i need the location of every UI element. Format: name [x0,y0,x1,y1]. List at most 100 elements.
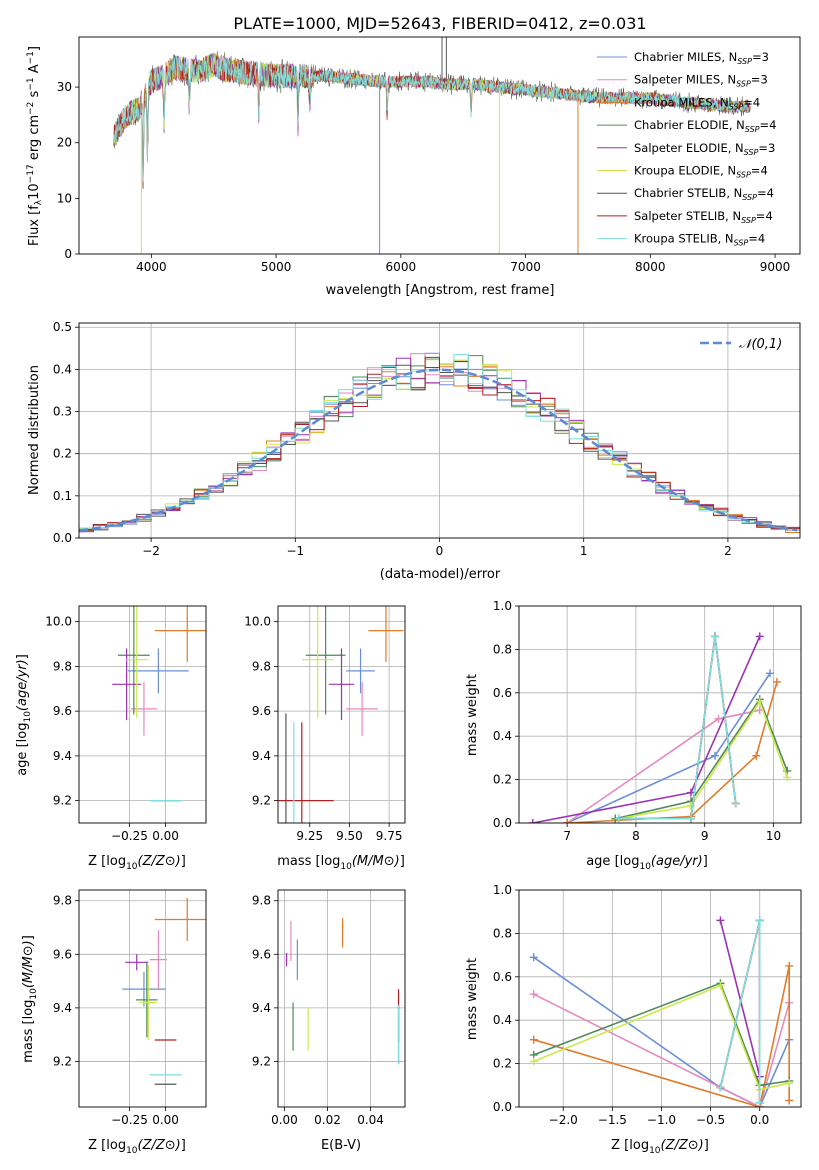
x-tick-label: −2.0 [549,1113,578,1127]
x-axis-label: wavelength [Angstrom, rest frame] [326,283,555,298]
x-tick-label: 0.04 [357,1113,384,1127]
mass-weight-series-4 [716,916,764,1081]
x-tick-label: −0.25 [111,829,148,843]
x-axis-label: E(B-V) [321,1138,361,1153]
errorbar-point [154,898,206,941]
mass-weight-vs-age-panel: 7 8 9 10 0.0 0.2 0.4 0.6 0.8 1.0 age [log10(age/yr… [465,599,802,872]
errorbar-point [128,648,189,694]
series-marker [529,1035,538,1044]
y-tick-label: 0.2 [493,773,512,787]
x-tick-label: 9000 [760,260,791,274]
series-line [533,982,790,1087]
y-tick-label: 0.1 [53,489,72,503]
errorbar-point [149,930,168,990]
series-marker [755,916,764,925]
legend-label: Kroupa STELIB, NSSP=4 [634,232,765,248]
series-line [719,920,761,1077]
y-tick-label: 9.4 [53,749,72,763]
y-axis-label-part: erg cm [27,115,42,164]
y-tick-label: 9.6 [252,947,271,961]
legend-label: Salpeter MILES, NSSP=3 [634,73,768,89]
y-tick-label: 0.4 [493,729,512,743]
x-axis-label: age [log10(age/yr)] [586,854,708,872]
mass-vs-metallicity-panel: −0.25 0.00 9.2 9.4 9.6 9.8 Z [log10(Z/Z⊙)] mass… [21,889,207,1156]
spectrum-line-8 [113,52,751,182]
x-tick-label: −1.0 [647,1113,676,1127]
series-marker [686,814,695,823]
y-tick-label: 9.8 [252,659,271,673]
age-vs-mass-panel: 9.25 9.50 9.75 9.2 9.4 9.6 9.8 10.0 mass [log10(… [244,605,406,872]
series-marker [772,677,781,686]
y-tick-label: 0.2 [53,447,72,461]
series-marker [716,1083,725,1092]
spectrum-legend: Chabrier MILES, NSSP=3 Salpeter MILES, NS… [597,50,776,248]
x-tick-label: −0.25 [111,1113,148,1127]
errorbar-point [278,722,334,823]
series-marker [686,788,695,797]
x-tick-label: 8 [632,829,640,843]
y-axis-label-part: s [27,90,42,101]
y-tick-label: 0.6 [493,686,512,700]
y-axis-label-part: 10 [27,183,42,200]
series-line [618,699,788,820]
axes-frame [518,605,802,824]
x-tick-label: 9.25 [296,829,323,843]
legend-label: Kroupa MILES, NSSP=4 [634,95,760,111]
series-line [618,636,737,820]
y-tick-label: 10 [57,191,72,205]
series-marker [714,714,723,723]
series-marker [716,981,725,990]
series-marker [755,697,764,706]
y-axis-label: mass [log10(M/M⊙)] [21,935,39,1063]
series-marker [528,819,537,823]
age-vs-metallicity-panel: −0.25 0.00 9.2 9.4 9.6 9.8 10.0 Z [log10(Z/Z⊙)]… [15,605,207,872]
x-tick-label: 0.00 [271,1113,298,1127]
mass-weight-series-4 [528,632,764,823]
y-axis-label-part: −2 [26,102,36,115]
plot-area [79,323,800,538]
series-line [533,993,790,1107]
series-marker [755,1098,764,1107]
series-marker [731,799,740,808]
mass-weight-series-0 [563,669,775,823]
errorbar-point [301,606,334,718]
x-tick-label: 0.00 [152,1113,179,1127]
x-axis-label: (data-model)/error [380,567,501,582]
errorbar-point [117,606,150,715]
x-axis-label: mass [log10(M/M⊙)] [277,854,405,872]
y-axis-label-part: λ [34,199,44,205]
axes-frame [277,889,406,1108]
y-axis-label-part: A [27,64,42,77]
x-tick-label: −1 [286,544,304,558]
y-axis-label: Normed distribution [27,365,42,495]
y-axis-label: age [log10(age/yr)] [15,654,33,776]
y-tick-label: 1.0 [493,599,512,613]
y-tick-label: 30 [57,80,72,94]
y-tick-label: 9.8 [252,894,271,908]
y-tick-label: 9.8 [53,659,72,673]
x-axis-label: Z [log10(Z/Z⊙)] [88,854,186,872]
y-tick-label: 0.3 [53,405,72,419]
series-line [533,984,790,1091]
y-axis-label-part: −1 [26,77,36,90]
y-tick-label: 9.2 [252,794,271,808]
series-line [566,672,771,823]
y-tick-label: 0.0 [493,1100,512,1114]
mass-weight-series-8 [614,632,740,823]
y-tick-label: 9.4 [53,1001,72,1015]
spectrum-panel: 4000 5000 6000 7000 8000 9000 0 10 20 30 wavelengt… [26,36,801,298]
x-tick-label: −1.5 [598,1113,627,1127]
residuals-histogram-panel: −2 −1 0 1 2 0.0 0.1 0.2 0.3 0.4 0.5 (data-model)/er… [27,320,801,582]
mass-weight-series-1 [563,706,764,823]
x-axis-label: Z [log10(Z/Z⊙)] [88,1138,186,1156]
plot-area [113,37,751,254]
axes-frame [518,889,802,1108]
legend-label: Chabrier ELODIE, NSSP=4 [634,118,776,134]
y-tick-label: 0.4 [493,1013,512,1027]
axes-frame [78,36,801,255]
y-tick-label: 0.0 [53,531,72,545]
plot-area [79,606,206,823]
series-marker [785,961,794,970]
y-tick-label: 9.2 [53,1054,72,1068]
